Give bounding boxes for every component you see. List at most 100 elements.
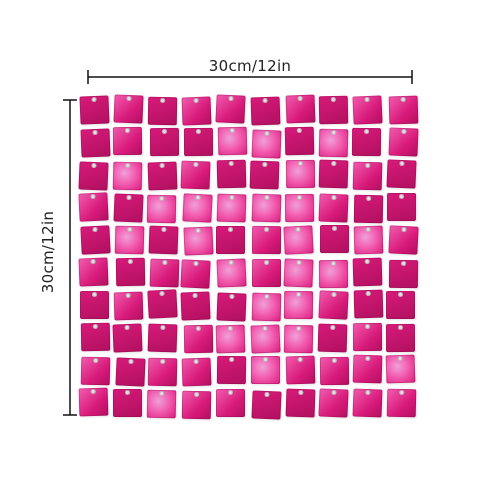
sequin-hole	[330, 389, 337, 395]
sequin-tile	[80, 225, 112, 256]
sequin-hole	[262, 326, 268, 332]
sequin-hole	[160, 358, 166, 365]
sequin-tile	[319, 357, 350, 386]
sequin-tile	[352, 94, 383, 125]
sequin-tile	[352, 388, 383, 418]
sequin-tile	[216, 258, 247, 288]
sequin-hole	[364, 259, 370, 265]
sequin-hole	[91, 291, 97, 297]
sequin-tile	[250, 355, 280, 384]
sequin-hole	[263, 227, 269, 233]
sequin-tile	[80, 356, 111, 385]
sequin-hole	[296, 325, 302, 332]
sequin-tile	[147, 323, 178, 353]
sequin-tile	[112, 127, 143, 156]
sequin-tile	[217, 127, 247, 156]
sequin-tile	[79, 290, 109, 319]
sequin-hole	[92, 227, 98, 233]
sequin-tile	[112, 388, 143, 417]
sequin-hole	[264, 391, 270, 397]
sequin-hole	[297, 128, 303, 134]
sequin-hole	[365, 196, 371, 202]
sequin-tile	[146, 389, 177, 418]
sequin-hole	[161, 260, 168, 266]
sequin-hole	[365, 291, 372, 297]
sequin-hole	[399, 160, 405, 167]
sequin-hole	[91, 162, 97, 169]
sequin-hole	[398, 291, 404, 297]
sequin-hole	[229, 357, 235, 363]
sequin-hole	[90, 388, 96, 395]
sequin-tile	[353, 289, 384, 319]
sequin-tile	[78, 192, 109, 222]
sequin-tile	[251, 226, 281, 255]
sequin-tile	[252, 292, 282, 322]
sequin-tile	[386, 388, 417, 418]
sequin-hole	[126, 95, 132, 101]
sequin-hole	[161, 129, 167, 135]
sequin-tile	[181, 390, 212, 419]
sequin-tile	[285, 94, 316, 124]
sequin-hole	[228, 160, 234, 166]
sequin-hole	[159, 163, 165, 169]
sequin-tile	[147, 161, 178, 191]
sequin-tile	[352, 322, 383, 351]
sequin-hole	[264, 195, 270, 201]
sequin-tile	[149, 258, 180, 288]
sequin-hole	[397, 356, 404, 362]
sequin-tile	[318, 95, 348, 125]
sequin-hole	[331, 130, 337, 136]
sequin-hole	[331, 358, 337, 364]
sequin-hole	[227, 389, 233, 395]
sequin-tile	[251, 129, 282, 159]
height-dimension-label: 30cm/12in	[39, 210, 57, 294]
sequin-hole	[126, 194, 132, 201]
sequin-hole	[401, 129, 407, 135]
sequin-hole	[262, 161, 268, 167]
sequin-hole	[125, 162, 131, 168]
sequin-hole	[262, 356, 268, 362]
sequin-tile	[216, 159, 247, 189]
sequin-hole	[295, 291, 301, 298]
sequin-tile	[183, 324, 213, 353]
sequin-hole	[297, 96, 303, 102]
sequin-tile	[351, 128, 382, 157]
sequin-hole	[264, 293, 270, 299]
sequin-tile	[285, 355, 315, 385]
sequin-tile	[78, 257, 109, 287]
sequin-tile	[283, 225, 315, 255]
sequin-hole	[399, 389, 405, 395]
sequin-tile	[285, 126, 315, 156]
sequin-tile	[318, 128, 349, 158]
sequin-tile	[386, 192, 416, 221]
sequin-hole	[331, 160, 337, 166]
sequin-tile	[251, 259, 281, 288]
sequin-hole	[331, 194, 337, 200]
sequin-hole	[331, 291, 337, 298]
sequin-tile	[388, 127, 419, 158]
sequin-tile	[180, 291, 211, 321]
sequin-hole	[159, 97, 165, 103]
sequin-tile	[113, 94, 144, 124]
sequin-tile	[250, 324, 281, 354]
sequin-tile	[216, 226, 246, 255]
sequin-tile	[318, 193, 349, 223]
sequin-hole	[229, 128, 235, 134]
sequin-hole	[264, 130, 270, 136]
sequin-hole	[331, 261, 337, 267]
sequin-hole	[91, 97, 97, 103]
sequin-hole	[126, 226, 132, 232]
sequin-tile	[216, 292, 247, 322]
sequin-tile	[78, 161, 109, 191]
sequin-tile	[251, 390, 282, 420]
sequin-tile	[78, 387, 108, 417]
sequin-tile	[81, 322, 111, 352]
sequin-hole	[330, 97, 336, 103]
width-dimension-label: 30cm/12in	[208, 57, 292, 75]
sequin-hole	[364, 96, 370, 102]
sequin-hole	[297, 160, 303, 166]
sequin-tile	[215, 93, 246, 124]
sequin-tile	[353, 225, 384, 255]
sequin-hole	[193, 97, 199, 103]
sequin-tile	[180, 160, 211, 190]
